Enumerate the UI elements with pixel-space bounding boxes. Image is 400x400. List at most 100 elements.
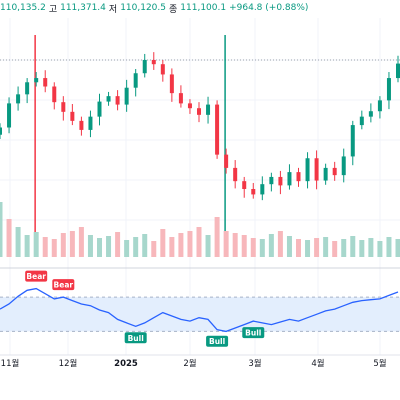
volume-bar bbox=[106, 236, 112, 257]
volume-bar bbox=[33, 232, 39, 257]
candle-body bbox=[296, 172, 301, 182]
candle-body bbox=[269, 176, 274, 185]
candle-body bbox=[124, 87, 129, 105]
volume-bar bbox=[268, 234, 274, 257]
x-tick-label: 5월 bbox=[373, 358, 386, 369]
candle-body bbox=[106, 96, 111, 102]
volume-bar bbox=[359, 240, 365, 257]
volume-bar bbox=[133, 237, 139, 257]
volume-bar bbox=[15, 227, 21, 257]
signal-bull: Bull bbox=[124, 332, 147, 344]
candle-body bbox=[314, 158, 319, 181]
signal-label: Bear bbox=[26, 272, 46, 281]
volume-bars bbox=[0, 202, 400, 257]
volume-bar bbox=[250, 238, 256, 257]
candle-body bbox=[251, 189, 256, 195]
signal-label: Bull bbox=[245, 329, 261, 338]
volume-bar bbox=[314, 238, 320, 257]
signal-markers bbox=[34, 35, 226, 257]
candle-body bbox=[323, 167, 328, 181]
x-tick-label: 3월 bbox=[248, 358, 261, 369]
volume-bar bbox=[97, 238, 102, 257]
candle-body bbox=[260, 184, 265, 195]
volume-bar bbox=[78, 227, 84, 257]
volume-bar bbox=[232, 233, 238, 257]
volume-bar bbox=[377, 241, 383, 257]
candle-body bbox=[377, 100, 382, 112]
candle-body bbox=[88, 116, 93, 130]
candle-body bbox=[341, 156, 346, 176]
volume-bar bbox=[350, 236, 356, 257]
candle-body bbox=[206, 104, 211, 115]
candle-body bbox=[287, 172, 292, 186]
candle-body bbox=[396, 63, 400, 79]
candle-body bbox=[305, 158, 310, 182]
volume-bar bbox=[341, 239, 347, 257]
low-value: 110,120.5 bbox=[120, 3, 166, 13]
signal-badge bbox=[52, 279, 75, 291]
volume-bar bbox=[178, 233, 184, 257]
close-label: 종 bbox=[169, 4, 178, 15]
signal-label: Bull bbox=[209, 337, 225, 346]
candle-body bbox=[43, 78, 48, 87]
volume-bar bbox=[386, 237, 392, 257]
candle-body bbox=[52, 86, 57, 103]
volume-bar bbox=[6, 219, 12, 257]
low-label: 저 bbox=[108, 4, 118, 15]
close-value: 111,100.1 bbox=[180, 3, 227, 13]
signal-label: Bull bbox=[128, 334, 144, 343]
x-tick-label: 12월 bbox=[59, 358, 78, 369]
candle-body bbox=[133, 73, 138, 88]
candle-body bbox=[160, 64, 165, 75]
volume-bar bbox=[332, 241, 338, 257]
volume-bar bbox=[223, 231, 229, 257]
x-tick-label: 2025 bbox=[114, 359, 138, 369]
volume-bar bbox=[214, 217, 220, 257]
volume-bar bbox=[368, 238, 374, 257]
candle-body bbox=[332, 167, 337, 176]
rsi-panel bbox=[0, 287, 400, 333]
candle-body bbox=[224, 154, 229, 168]
candle-body bbox=[368, 111, 373, 117]
candle-body bbox=[25, 82, 30, 95]
volume-bar bbox=[115, 232, 121, 257]
volume-bar bbox=[196, 227, 202, 257]
candle-body bbox=[233, 167, 238, 182]
rsi-signals: Bear Bear Bull Bull Bull bbox=[25, 270, 265, 347]
signal-bull: Bull bbox=[242, 327, 265, 339]
volume-bar bbox=[205, 235, 211, 257]
candle-body bbox=[142, 59, 147, 74]
volume-bar bbox=[69, 231, 75, 257]
candle-body bbox=[79, 120, 84, 130]
signal-bear: Bear bbox=[25, 270, 48, 282]
volume-bar bbox=[169, 237, 175, 257]
candle-body bbox=[70, 111, 75, 121]
candle-body bbox=[178, 93, 183, 104]
signal-bear: Bear bbox=[52, 279, 75, 291]
high-value: 111,371.4 bbox=[60, 3, 106, 13]
candle-body bbox=[278, 176, 283, 186]
volume-bar bbox=[60, 233, 66, 257]
candle-body bbox=[151, 59, 156, 65]
candle-body bbox=[97, 101, 102, 117]
volume-bar bbox=[151, 241, 157, 257]
volume-bar bbox=[142, 234, 148, 257]
volume-bar bbox=[187, 231, 193, 257]
open-value: 110,135.2 bbox=[0, 3, 46, 13]
volume-bar bbox=[277, 231, 283, 257]
candle-body bbox=[34, 78, 39, 83]
x-tick-label: 11월 bbox=[1, 358, 20, 369]
volume-bar bbox=[296, 239, 301, 257]
volume-bar bbox=[51, 239, 57, 257]
volume-bar bbox=[124, 240, 130, 257]
volume-bar bbox=[395, 239, 400, 257]
candle-body bbox=[242, 181, 247, 189]
candle-body bbox=[115, 96, 120, 105]
volume-bar bbox=[160, 229, 166, 257]
volume-bar bbox=[259, 239, 265, 257]
candle-body bbox=[197, 108, 201, 115]
candle-body bbox=[7, 103, 12, 128]
candles bbox=[0, 52, 400, 201]
change-value: +964.8 (+0.88%) bbox=[229, 3, 309, 13]
